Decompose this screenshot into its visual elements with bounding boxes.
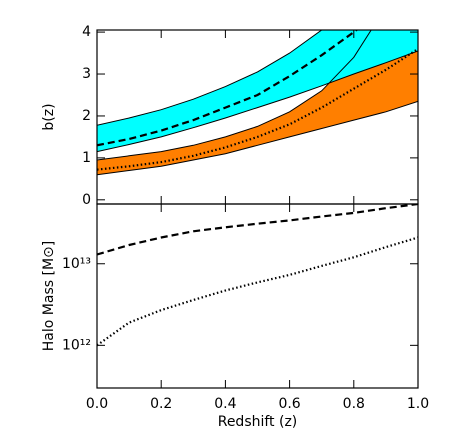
plot-area-top xyxy=(97,30,418,176)
axes: 0 1 2 3 4 b(z) 0.0 0.2 0.4 0.6 0.8 1.0 10¹² 10¹³ Halo … xyxy=(41,24,429,430)
y-tick-label: 10¹³ xyxy=(62,256,91,272)
line xyxy=(97,47,418,171)
line xyxy=(97,30,359,147)
line xyxy=(97,236,418,347)
plot-area-bottom xyxy=(97,204,418,347)
x-tick-label: 0.0 xyxy=(86,396,108,412)
y-tick-label: 10¹² xyxy=(62,337,91,353)
x-axis-label: Redshift (z) xyxy=(218,414,298,430)
axes-frame xyxy=(96,203,419,389)
band-edge xyxy=(97,100,418,176)
x-tick-label: 0.8 xyxy=(343,396,365,412)
x-tick-label: 0.2 xyxy=(150,396,172,412)
band-edge xyxy=(97,30,372,161)
y-tick-label: 0 xyxy=(82,192,91,208)
band-edge xyxy=(97,50,418,153)
y-axis-label: Halo Mass [M⊙] xyxy=(41,241,57,351)
y-tick-label: 2 xyxy=(82,108,91,124)
x-tick-label: 0.6 xyxy=(278,396,300,412)
y-tick-label: 3 xyxy=(82,66,91,82)
x-tick-label: 1.0 xyxy=(407,396,429,412)
x-tick-label: 0.4 xyxy=(214,396,236,412)
y-tick-label: 4 xyxy=(82,24,91,40)
y-axis-label: b(z) xyxy=(41,103,57,130)
band xyxy=(97,30,418,152)
y-tick-label: 1 xyxy=(82,150,91,166)
line xyxy=(97,204,418,256)
band-edge xyxy=(97,30,323,126)
